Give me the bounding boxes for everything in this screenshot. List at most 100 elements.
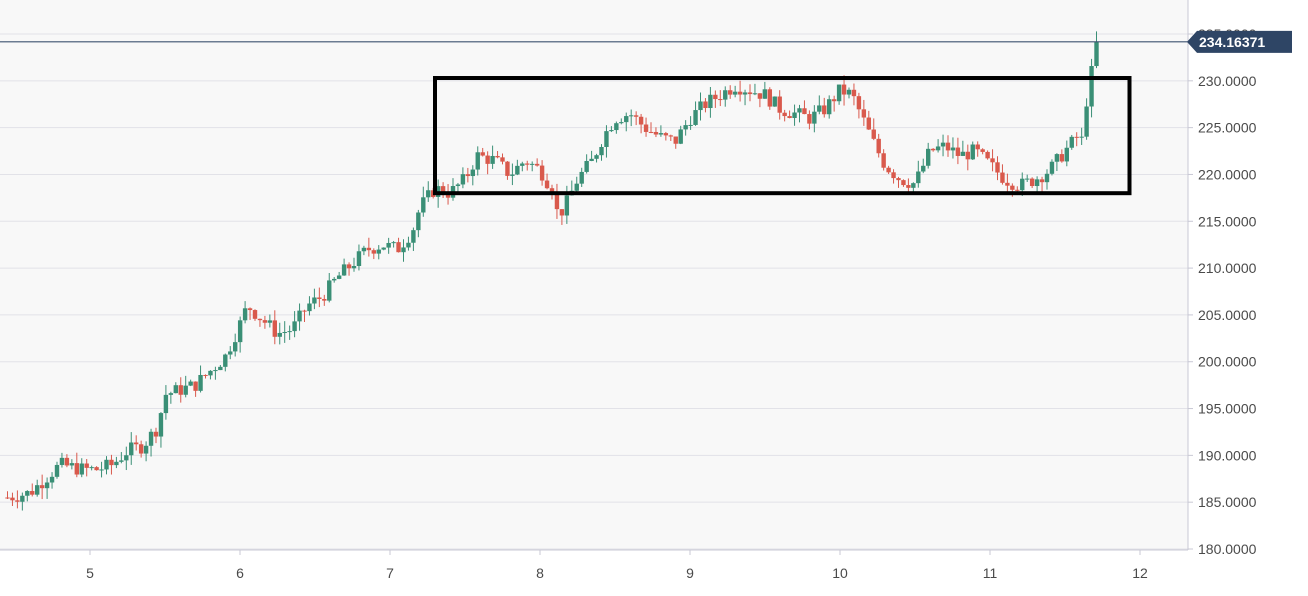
- candle-body: [579, 171, 584, 184]
- candle-body: [594, 155, 599, 159]
- candle-body: [198, 374, 203, 391]
- candle-body: [391, 242, 396, 244]
- y-tick-label: 225.0000: [1198, 120, 1257, 136]
- candle-body: [173, 385, 178, 394]
- candle-body: [926, 148, 931, 166]
- candle-body: [193, 381, 198, 391]
- candle-body: [906, 185, 911, 188]
- candle-body: [341, 264, 347, 276]
- candle-body: [1000, 172, 1005, 183]
- candle-body: [237, 320, 243, 343]
- candle-body: [381, 247, 386, 250]
- candle-body: [188, 381, 193, 386]
- y-tick-label: 185.0000: [1198, 494, 1257, 510]
- candle-body: [1029, 178, 1035, 187]
- candle-body: [728, 90, 733, 95]
- candle-body: [896, 178, 901, 181]
- candle-body: [257, 318, 263, 321]
- candle-body: [1084, 106, 1089, 137]
- candle-body: [653, 131, 659, 135]
- candle-body: [708, 94, 713, 109]
- x-axis-ticks: 5 6 7 8 9 10 11 12: [86, 550, 1148, 581]
- candle-body: [732, 91, 738, 95]
- candle-body: [460, 174, 466, 185]
- candle-body: [737, 91, 743, 95]
- candle-body: [747, 92, 753, 95]
- candle-body: [109, 459, 114, 466]
- candles-group: [5, 31, 1099, 511]
- candle-body: [698, 101, 703, 111]
- candle-body: [668, 135, 673, 137]
- candle-body: [792, 112, 797, 119]
- candle-body: [262, 320, 268, 323]
- candle-body: [356, 251, 362, 267]
- candle-body: [312, 297, 317, 304]
- candle-body: [114, 461, 119, 466]
- candle-body: [79, 463, 84, 475]
- candle-body: [916, 171, 921, 184]
- y-tick-label: 220.0000: [1198, 166, 1257, 182]
- candle-body: [767, 89, 772, 107]
- candle-body: [44, 482, 50, 489]
- candle-body: [322, 298, 327, 301]
- candle-body: [307, 303, 312, 312]
- gridlines: [0, 33, 1188, 550]
- candle-body: [426, 190, 431, 198]
- candle-body: [223, 354, 228, 367]
- candle-body: [713, 94, 718, 100]
- candle-body: [777, 96, 782, 113]
- annotation-box: [433, 76, 1132, 196]
- candle-body: [990, 158, 995, 163]
- candle-body: [1069, 136, 1074, 148]
- candle-body: [74, 463, 79, 475]
- x-tick-label: 9: [686, 565, 694, 581]
- y-tick-label: 215.0000: [1198, 213, 1257, 229]
- candle-body: [158, 413, 164, 437]
- candle-body: [366, 247, 372, 251]
- candle-body: [831, 99, 837, 102]
- candle-body: [59, 457, 65, 465]
- candle-body: [950, 147, 956, 151]
- candle-body: [866, 117, 871, 130]
- candle-body: [440, 186, 446, 195]
- candle-body: [683, 125, 688, 130]
- candle-body: [574, 183, 579, 191]
- candle-body: [530, 163, 535, 165]
- candle-body: [416, 212, 421, 231]
- plot-background: [0, 0, 1188, 550]
- candle-body: [812, 111, 817, 124]
- candle-body: [505, 161, 510, 176]
- candle-body: [960, 151, 966, 156]
- candle-body: [475, 152, 480, 170]
- y-tick-label: 200.0000: [1198, 354, 1257, 370]
- candle-body: [99, 469, 104, 471]
- candle-body: [49, 476, 55, 483]
- candle-body: [1039, 179, 1045, 183]
- candle-body: [297, 310, 302, 322]
- candle-body: [54, 464, 60, 477]
- x-tick-label: 8: [536, 565, 544, 581]
- candle-body: [762, 89, 768, 99]
- candle-body: [688, 124, 693, 126]
- candle-body: [485, 155, 490, 164]
- candle-body: [599, 146, 604, 156]
- candle-body: [346, 264, 352, 269]
- candle-body: [89, 467, 94, 469]
- candle-body: [168, 393, 174, 395]
- candle-body: [138, 444, 144, 454]
- candle-body: [1089, 66, 1094, 107]
- candle-body: [35, 485, 40, 495]
- candle-body: [282, 332, 287, 334]
- candle-body: [119, 460, 124, 462]
- candle-body: [584, 160, 589, 172]
- candle-body: [183, 385, 188, 395]
- candle-body: [267, 320, 273, 323]
- candle-body: [604, 131, 609, 147]
- candle-body: [638, 116, 644, 125]
- candle-body: [421, 197, 426, 213]
- candle-body: [609, 130, 614, 132]
- candle-body: [124, 455, 129, 461]
- candle-body: [515, 165, 520, 175]
- candle-body: [30, 491, 35, 495]
- candle-body: [287, 331, 292, 333]
